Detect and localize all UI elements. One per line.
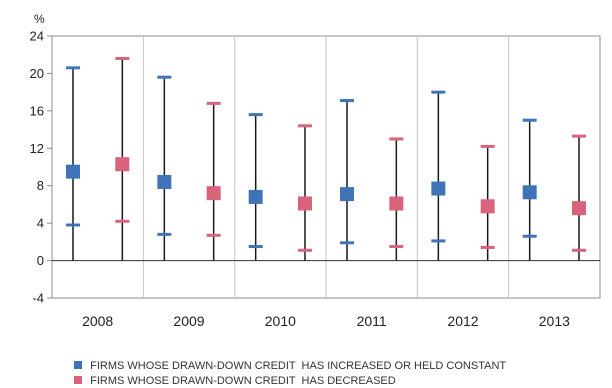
x-category-label: 2013	[539, 313, 570, 329]
central-marker	[66, 164, 81, 179]
central-marker	[340, 187, 355, 202]
legend-swatch-red	[74, 376, 83, 384]
central-marker	[297, 196, 312, 211]
central-marker	[480, 199, 495, 214]
x-category-label: 2010	[265, 313, 296, 329]
legend-item-decreased: FIRMS WHOSE DRAWN-DOWN CREDIT HAS DECREA…	[68, 363, 396, 387]
legend-item-increased: FIRMS WHOSE DRAWN-DOWN CREDIT HAS INCREA…	[68, 348, 506, 372]
y-tick-label: 12	[30, 141, 44, 156]
y-tick-label: -4	[32, 291, 44, 306]
legend-label-decreased: FIRMS WHOSE DRAWN-DOWN CREDIT HAS DECREA…	[90, 375, 396, 387]
central-marker	[157, 174, 172, 189]
x-category-label: 2008	[82, 313, 113, 329]
y-tick-label: 4	[37, 216, 44, 231]
y-tick-label: 16	[30, 103, 44, 118]
central-marker	[115, 157, 130, 172]
central-marker	[522, 185, 537, 200]
legend-label-increased: FIRMS WHOSE DRAWN-DOWN CREDIT HAS INCREA…	[90, 360, 507, 372]
legend-swatch-blue	[74, 361, 83, 369]
central-marker	[431, 181, 446, 196]
central-marker	[248, 189, 263, 204]
y-tick-label: 20	[30, 66, 44, 81]
y-tick-label: 0	[37, 253, 44, 268]
y-tick-label: 24	[30, 29, 44, 44]
x-category-label: 2011	[357, 313, 387, 329]
x-category-label: 2012	[447, 313, 478, 329]
y-tick-label: 8	[37, 178, 44, 193]
y-unit-label: %	[34, 12, 45, 26]
central-marker	[206, 186, 221, 201]
x-category-label: 2009	[173, 313, 204, 329]
central-marker	[389, 196, 404, 211]
central-marker	[571, 201, 586, 216]
